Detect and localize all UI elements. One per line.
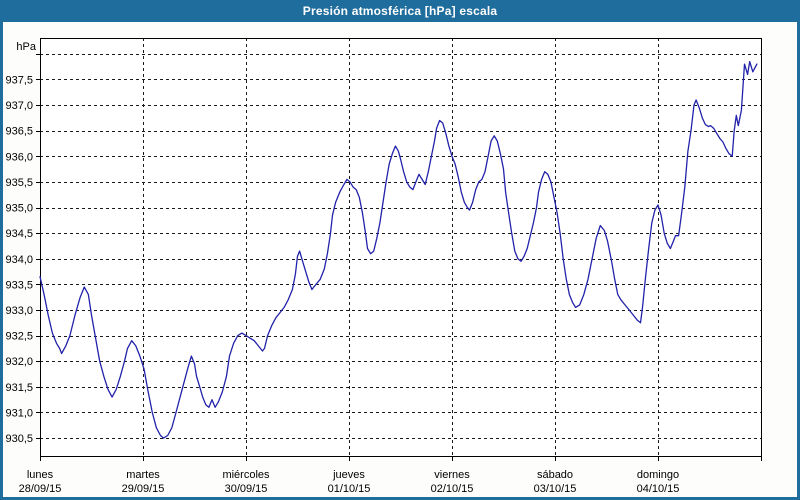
y-tick-label: 936,0 [5, 151, 33, 163]
y-tick-label: 930,5 [5, 433, 33, 445]
page-title: Presión atmosférica [hPa] escala [302, 4, 498, 18]
day-date-label: 04/10/15 [637, 483, 680, 495]
day-name-label: martes [126, 469, 160, 481]
pressure-line [39, 60, 758, 439]
day-date-label: 29/09/15 [122, 483, 165, 495]
y-tick-label: 931,0 [5, 407, 33, 419]
y-tick-label: 932,5 [5, 331, 33, 343]
y-tick-label: 932,0 [5, 356, 33, 368]
y-tick-label: 935,5 [5, 177, 33, 189]
y-tick-label: 937,5 [5, 74, 33, 86]
plot-border [40, 38, 762, 457]
y-tick-label: 933,0 [5, 305, 33, 317]
day-date-label: 28/09/15 [19, 483, 62, 495]
title-bar: Presión atmosférica [hPa] escala [3, 3, 797, 22]
day-name-label: domingo [637, 469, 679, 481]
y-tick-label: 936,5 [5, 126, 33, 138]
day-name-label: lunes [27, 469, 54, 481]
y-tick-label: 935,0 [5, 203, 33, 215]
day-name-label: miércoles [222, 469, 270, 481]
y-tick-label: 934,5 [5, 228, 33, 240]
day-date-label: 02/10/15 [431, 483, 474, 495]
day-name-label: viernes [434, 469, 470, 481]
day-date-label: 03/10/15 [534, 483, 577, 495]
y-tick-label: 933,5 [5, 279, 33, 291]
y-axis-unit-label: hPa [16, 41, 36, 53]
day-date-label: 01/10/15 [328, 483, 371, 495]
plot-area [40, 38, 761, 456]
y-tick-label: 934,0 [5, 254, 33, 266]
y-tick-label: 937,0 [5, 100, 33, 112]
y-tick-label: 931,5 [5, 382, 33, 394]
day-name-label: sábado [537, 469, 573, 481]
day-date-label: 30/09/15 [225, 483, 268, 495]
day-name-label: jueves [332, 469, 365, 481]
